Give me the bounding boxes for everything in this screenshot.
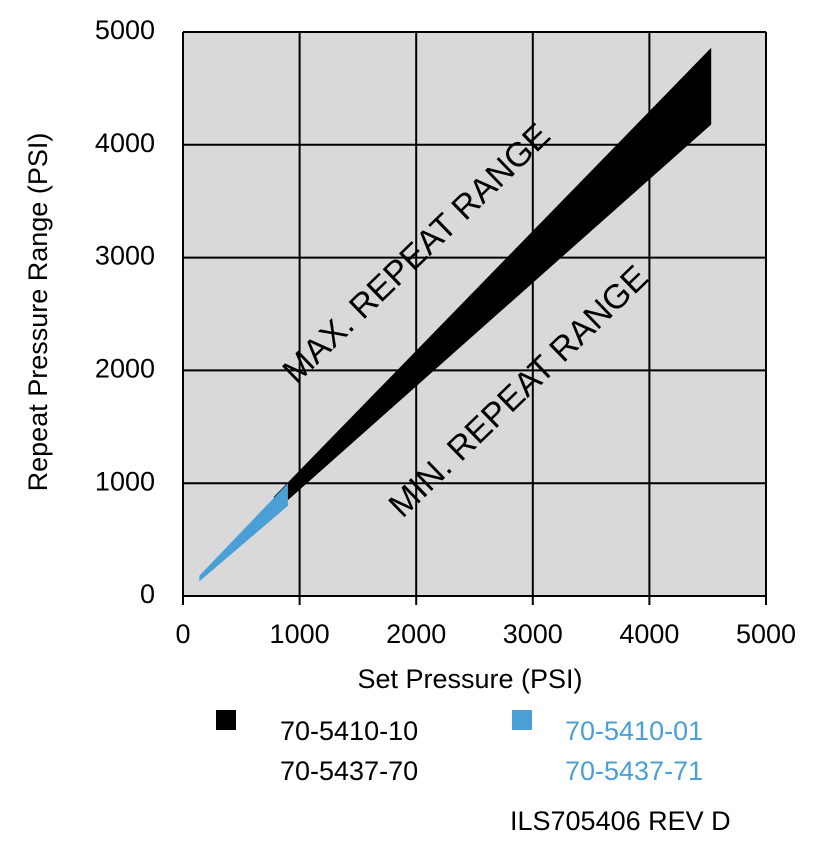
y-tick-label: 3000 <box>95 241 155 271</box>
footer: ILS705406 REV D <box>510 806 731 836</box>
band <box>199 483 288 582</box>
legend-swatch <box>216 710 236 730</box>
legend-label: 70-5410-10 <box>280 716 418 746</box>
legend-label: 70-5410-01 <box>565 716 703 746</box>
y-tick-label: 5000 <box>95 15 155 45</box>
x-tick-label: 5000 <box>736 619 796 649</box>
x-tick-label: 4000 <box>619 619 679 649</box>
band <box>273 47 712 513</box>
legend-swatch <box>512 710 532 730</box>
y-tick-label: 1000 <box>95 466 155 496</box>
x-tick-label: 3000 <box>503 619 563 649</box>
y-tick-label: 2000 <box>95 354 155 384</box>
y-tick-label: 4000 <box>95 128 155 158</box>
legend-label: 70-5437-71 <box>565 756 703 786</box>
y-axis-label: Repeat Pressure Range (PSI) <box>23 133 53 492</box>
y-tick-label: 0 <box>140 579 155 609</box>
x-tick-label: 2000 <box>386 619 446 649</box>
x-tick-label: 0 <box>175 619 190 649</box>
x-tick-label: 1000 <box>270 619 330 649</box>
legend-label: 70-5437-70 <box>280 756 418 786</box>
x-axis-label: Set Pressure (PSI) <box>357 664 582 694</box>
